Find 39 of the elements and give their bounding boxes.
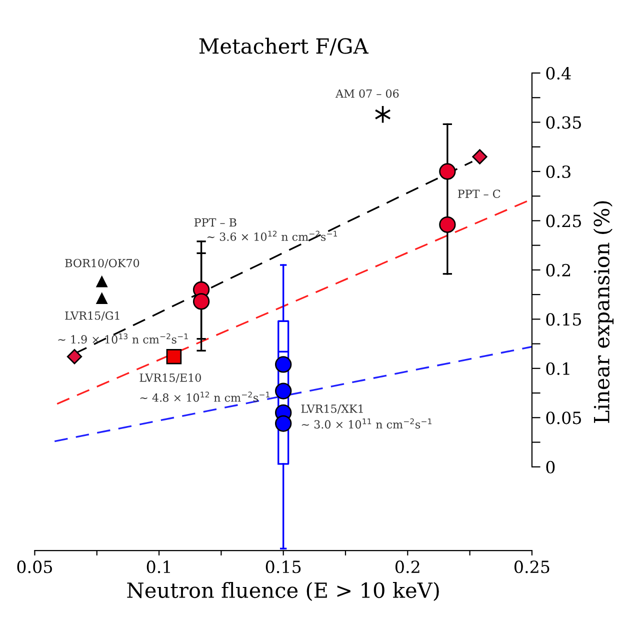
point bbox=[275, 415, 292, 432]
x-tick-label: 0.15 bbox=[266, 560, 301, 574]
y-tick-label: 0.4 bbox=[546, 66, 571, 80]
chart-title: Metachert F/GA bbox=[199, 38, 369, 56]
x-axis-title: Neutron fluence (E > 10 keV) bbox=[127, 582, 439, 602]
annotation: ∼ 1.9 × 10$^{13}$ n cm$^{−2}$s$^{−1}$ bbox=[58, 333, 188, 344]
y-tick-label: 0.15 bbox=[546, 313, 581, 326]
x-tick-label: 0.1 bbox=[146, 560, 170, 574]
x-tick-label: 0.05 bbox=[17, 560, 52, 574]
y-tick-label: 0.05 bbox=[546, 412, 581, 424]
y-tick-label: 0.3 bbox=[546, 165, 570, 178]
annotation: AM 07 – 06 bbox=[335, 89, 399, 98]
annotation: ∼ 3.0 × 10$^{11}$ n cm$^{−2}$s$^{−1}$ bbox=[302, 418, 432, 429]
point bbox=[96, 292, 108, 304]
point bbox=[472, 149, 488, 164]
y-tick-label: 0.25 bbox=[546, 214, 581, 228]
y-axis-title: Linear expansion (%) bbox=[593, 201, 614, 423]
point bbox=[166, 348, 182, 364]
annotation: PPT – B bbox=[194, 218, 236, 227]
annotation: BOR10/OK70 bbox=[65, 258, 140, 268]
x-tick-label: 0.2 bbox=[395, 560, 420, 574]
point bbox=[96, 276, 108, 288]
annotation: LVR15/G1 bbox=[65, 311, 120, 321]
point bbox=[192, 293, 210, 310]
y-tick-label: 0.35 bbox=[546, 116, 581, 129]
annotation: PPT – C bbox=[458, 190, 500, 198]
annotation: LVR15/E10 bbox=[140, 373, 201, 383]
point bbox=[439, 216, 456, 233]
point bbox=[439, 163, 456, 180]
annotation: ∼ 3.6 × 10$^{12}$ n cm$^{−2}$s$^{−1}$ bbox=[207, 230, 338, 241]
point bbox=[66, 349, 82, 364]
y-tick-label: 0 bbox=[546, 460, 555, 474]
point bbox=[275, 356, 292, 373]
x-tick-label: 0.25 bbox=[514, 560, 550, 574]
y-tick-label: 0.1 bbox=[546, 362, 570, 375]
annotation: LVR15/XK1 bbox=[301, 404, 363, 414]
point bbox=[275, 382, 292, 400]
annotation: ∼ 4.8 × 10$^{12}$ n cm$^{−2}$s$^{−1}$ bbox=[140, 392, 270, 402]
y-tick-label: 0.2 bbox=[546, 264, 570, 277]
